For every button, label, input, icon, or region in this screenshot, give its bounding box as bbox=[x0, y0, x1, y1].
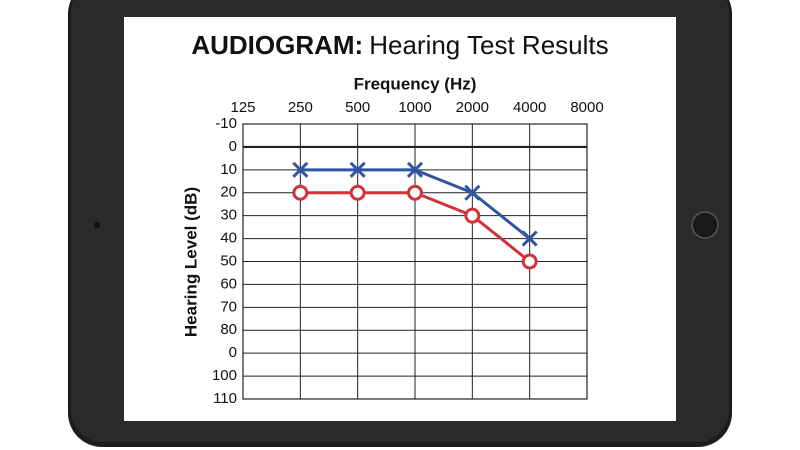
y-tick-label: 80 bbox=[220, 321, 237, 338]
x-marker bbox=[349, 161, 366, 178]
x-tick-label: 250 bbox=[288, 99, 313, 116]
x-marker bbox=[521, 230, 538, 247]
y-tick-label: 0 bbox=[229, 344, 237, 361]
o-marker bbox=[407, 184, 423, 201]
o-marker bbox=[349, 184, 366, 201]
x-tick-label: 8000 bbox=[570, 99, 603, 116]
y-tick-label: -10 bbox=[215, 115, 237, 132]
y-tick-label: 10 bbox=[220, 161, 237, 178]
y-tick-label: 110 bbox=[213, 390, 237, 407]
plot: -10 0 10 20 30 40 50 60 70 80 0 100 110 125 250 500 1000… bbox=[212, 99, 604, 407]
x-axis-label: Frequency (Hz) bbox=[354, 74, 477, 93]
x-tick-label: 4000 bbox=[513, 99, 546, 116]
x-tick-label: 1000 bbox=[398, 99, 431, 116]
y-tick-label: 50 bbox=[220, 252, 237, 269]
y-tick-label: 30 bbox=[220, 207, 237, 224]
x-marker bbox=[464, 184, 481, 201]
x-marker bbox=[406, 161, 424, 178]
x-tick-label: 2000 bbox=[456, 99, 489, 116]
x-marker bbox=[292, 161, 309, 178]
x-tick-label: 500 bbox=[345, 99, 370, 116]
o-marker bbox=[521, 253, 538, 270]
y-tick-label: 100 bbox=[212, 367, 237, 384]
y-tick-label: 20 bbox=[220, 184, 237, 201]
camera bbox=[94, 222, 100, 228]
o-marker bbox=[464, 207, 481, 224]
y-tick-label: 70 bbox=[220, 298, 237, 315]
o-marker bbox=[292, 184, 309, 201]
title-lead: AUDIOGRAM: bbox=[191, 30, 363, 60]
y-tick-label: 40 bbox=[220, 230, 237, 247]
home-button[interactable] bbox=[691, 211, 719, 239]
title-rest: Hearing Test Results bbox=[369, 30, 608, 60]
y-axis-label: Hearing Level (dB) bbox=[181, 187, 200, 337]
x-tick-label: 125 bbox=[230, 99, 255, 116]
y-tick-label: 0 bbox=[229, 138, 237, 155]
chart-title: AUDIOGRAM: Hearing Test Results bbox=[191, 30, 608, 60]
y-tick-label: 60 bbox=[220, 275, 237, 292]
